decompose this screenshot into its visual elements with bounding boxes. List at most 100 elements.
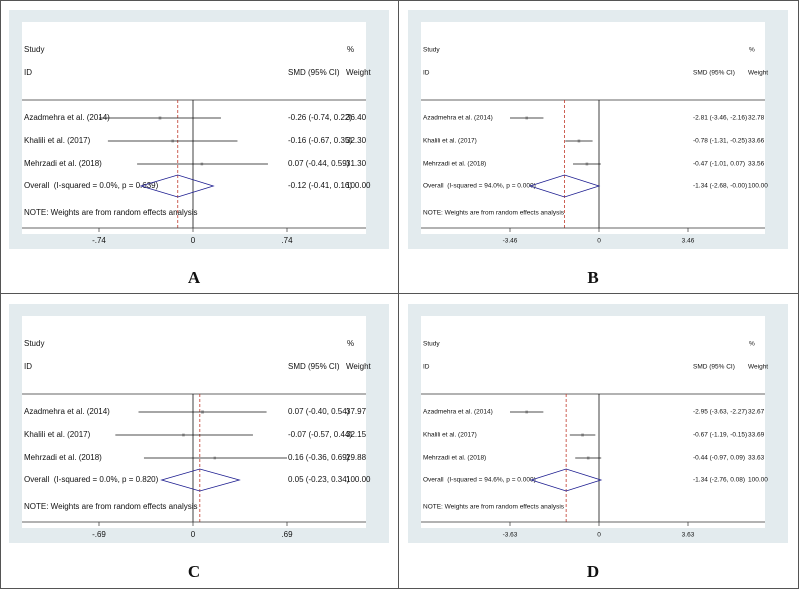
header-id: ID	[24, 362, 32, 371]
x-tick-label: 0	[191, 236, 196, 245]
study-marker	[200, 162, 204, 166]
header-id: ID	[423, 70, 430, 77]
x-tick-label: .69	[281, 530, 293, 539]
forest-panel: Study ID% SMD (95% CI) Weight Azadmehra et a…	[408, 304, 788, 581]
effect-label: 0.07 (-0.44, 0.59)	[288, 159, 350, 168]
weight-label: 100.00	[346, 181, 371, 190]
weight-label: 33.66	[748, 138, 765, 145]
plot-area	[22, 316, 366, 528]
study-marker	[201, 410, 204, 414]
header-effect: SMD (95% CI)	[288, 68, 340, 77]
study-name: Khalili et al. (2017)	[423, 432, 477, 439]
plot-area	[421, 22, 765, 234]
forest-panel: Study ID% SMD (95% CI) Weight Azadmehra et a…	[9, 304, 389, 581]
header-effect: SMD (95% CI)	[693, 70, 735, 77]
header-pct: %	[347, 339, 354, 348]
effect-label: -2.81 (-3.46, -2.16)	[693, 115, 747, 122]
study-name: Mehrzadi et al. (2018)	[24, 159, 102, 168]
weight-label: 100.00	[748, 477, 768, 484]
panel-label: A	[188, 268, 201, 287]
effect-label: -0.47 (-1.01, 0.07)	[693, 161, 745, 168]
effect-label: -0.44 (-0.97, 0.09)	[693, 455, 745, 462]
effect-label: -1.34 (-2.76, 0.08)	[693, 477, 745, 484]
effect-label: -2.95 (-3.63, -2.27)	[693, 409, 747, 416]
weight-label: 32.15	[346, 430, 367, 439]
study-marker	[577, 139, 581, 143]
note: NOTE: Weights are from random effects an…	[423, 504, 565, 511]
header-pct: %	[347, 45, 354, 54]
weight-label: 31.30	[346, 159, 367, 168]
study-marker	[158, 116, 162, 120]
overall-label: Overall (I-squared = 0.0%, p = 0.639)	[24, 181, 159, 190]
header-effect: SMD (95% CI)	[693, 364, 735, 371]
study-marker	[586, 456, 590, 460]
study-marker	[213, 456, 217, 460]
x-tick-label: 0	[191, 530, 196, 539]
x-tick-label: 3.63	[682, 532, 695, 539]
weight-label: 32.67	[748, 409, 765, 416]
x-tick-label: -.74	[92, 236, 106, 245]
study-name: Mehrzadi et al. (2018)	[423, 161, 486, 168]
effect-label: -1.34 (-2.68, -0.00)	[693, 183, 747, 190]
effect-label: -0.67 (-1.19, -0.15)	[693, 432, 747, 439]
effect-label: -0.26 (-0.74, 0.22)	[288, 113, 352, 122]
study-name: Azadmehra et al. (2014)	[24, 113, 110, 122]
study-name: Khalili et al. (2017)	[24, 136, 91, 145]
header-weight: Weight	[346, 362, 372, 371]
x-tick-label: .74	[281, 236, 293, 245]
x-tick-label: -.69	[92, 530, 106, 539]
header-pct: %	[749, 47, 755, 54]
note: NOTE: Weights are from random effects an…	[24, 208, 198, 217]
weight-label: 32.30	[346, 136, 367, 145]
effect-label: -0.16 (-0.67, 0.35)	[288, 136, 352, 145]
weight-label: 33.63	[748, 455, 765, 462]
study-name: Azadmehra et al. (2014)	[24, 407, 110, 416]
overall-diamond	[528, 174, 601, 198]
header-pct: %	[749, 341, 755, 348]
effect-label: -0.07 (-0.57, 0.44)	[288, 430, 352, 439]
overall-label: Overall (I-squared = 0.0%, p = 0.820)	[24, 475, 159, 484]
plot-area	[421, 316, 765, 528]
study-name: Mehrzadi et al. (2018)	[24, 453, 102, 462]
panel-label: B	[587, 268, 598, 287]
x-tick-label: -3.46	[503, 238, 518, 245]
panel-label: C	[188, 562, 200, 581]
header-weight: Weight	[346, 68, 372, 77]
header-id: ID	[423, 364, 430, 371]
weight-label: 100.00	[748, 183, 768, 190]
panel-label: D	[587, 562, 599, 581]
effect-label: 0.05 (-0.23, 0.34)	[288, 475, 350, 484]
effect-label: -0.78 (-1.31, -0.25)	[693, 138, 747, 145]
plot-area	[22, 22, 366, 234]
x-tick-label: 0	[597, 532, 601, 539]
effect-label: -0.12 (-0.41, 0.16)	[288, 181, 352, 190]
study-name: Azadmehra et al. (2014)	[423, 409, 493, 416]
header-study: Study	[24, 339, 44, 348]
overall-label: Overall (I-squared = 94.6%, p = 0.000)	[423, 477, 536, 484]
header-study: Study	[24, 45, 44, 54]
weight-label: 29.88	[346, 453, 367, 462]
effect-label: 0.07 (-0.40, 0.54)	[288, 407, 350, 416]
weight-label: 36.40	[346, 113, 367, 122]
effect-label: 0.16 (-0.36, 0.69)	[288, 453, 350, 462]
study-name: Khalili et al. (2017)	[423, 138, 477, 145]
weight-label: 37.97	[346, 407, 367, 416]
study-marker	[525, 410, 528, 414]
x-tick-label: 0	[597, 238, 601, 245]
overall-diamond	[530, 468, 603, 492]
x-tick-label: 3.46	[682, 238, 695, 245]
study-name: Azadmehra et al. (2014)	[423, 115, 493, 122]
study-marker	[585, 162, 589, 166]
overall-label: Overall (I-squared = 94.0%, p = 0.000)	[423, 183, 536, 190]
header-study: Study	[423, 47, 440, 54]
x-tick-label: -3.63	[503, 532, 518, 539]
header-weight: Weight	[748, 364, 768, 371]
header-weight: Weight	[748, 70, 768, 77]
header-effect: SMD (95% CI)	[288, 362, 340, 371]
study-marker	[171, 139, 174, 143]
note: NOTE: Weights are from random effects an…	[24, 502, 198, 511]
weight-label: 100.00	[346, 475, 371, 484]
weight-label: 33.56	[748, 161, 765, 168]
note: NOTE: Weights are from random effects an…	[423, 210, 565, 217]
